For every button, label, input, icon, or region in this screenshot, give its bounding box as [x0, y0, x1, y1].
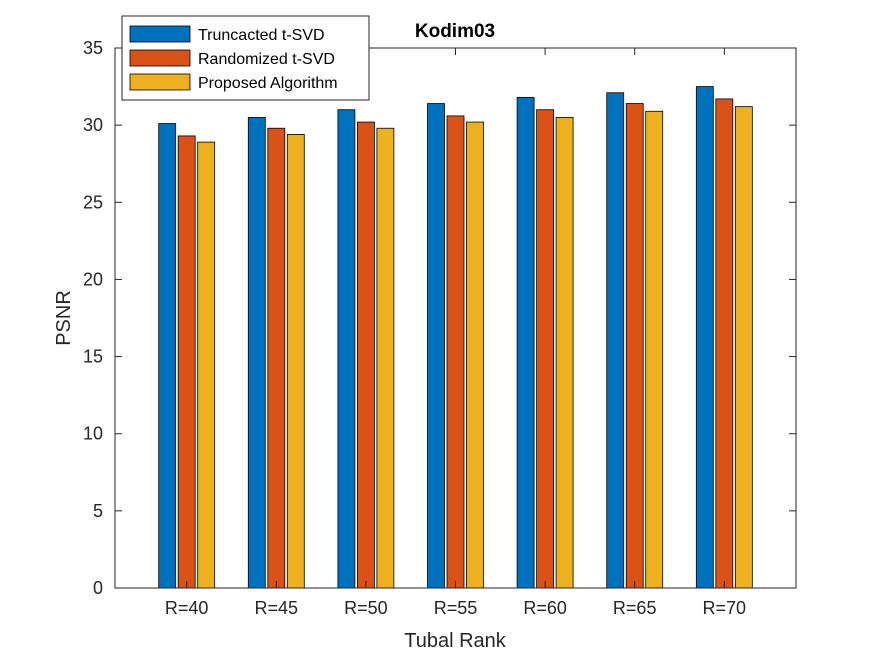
bar-1-7 [695, 86, 714, 589]
legend-swatch [129, 49, 191, 67]
bar-2-1 [177, 135, 196, 589]
y-tick-label: 35 [83, 38, 103, 58]
y-tick-label: 20 [83, 269, 103, 289]
bar-1-2 [247, 117, 266, 589]
y-tick-label: 30 [83, 115, 103, 135]
legend-swatch [129, 25, 191, 43]
legend-label: Randomized t-SVD [198, 51, 335, 68]
bar-3-7 [734, 106, 753, 589]
bar-3-1 [197, 141, 216, 589]
bar-3-4 [466, 121, 484, 589]
x-tick-label: R=65 [613, 598, 657, 618]
legend-swatch [129, 73, 191, 91]
bar-1-6 [606, 92, 625, 589]
y-tick-label: 25 [83, 192, 103, 212]
bar-2-5 [536, 109, 555, 589]
bar-2-7 [715, 98, 734, 589]
bar-1-1 [158, 123, 177, 589]
legend-label: Proposed Algorithm [198, 75, 338, 92]
bar-2-4 [446, 115, 465, 589]
bar-1-5 [516, 96, 535, 589]
bars-group [158, 86, 753, 589]
x-tick-label: R=50 [344, 598, 388, 618]
bar-2-3 [356, 121, 375, 589]
y-tick-label: 10 [83, 424, 103, 444]
bar-1-3 [337, 109, 356, 589]
x-axis-ticks: R=40 R=45 R=50 R=55 R=60 R=65 R=70 [165, 48, 746, 618]
x-tick-label: R=40 [165, 598, 209, 618]
bar-3-2 [286, 133, 305, 589]
y-tick-label: 0 [93, 578, 103, 598]
legend: Truncacted t-SVD Randomized t-SVD Proposed… [121, 15, 370, 101]
bar-3-3 [376, 127, 395, 589]
x-tick-label: R=55 [434, 598, 478, 618]
y-tick-label: 5 [93, 501, 103, 521]
bar-2-6 [625, 103, 644, 589]
chart-title: Kodim03 [415, 21, 495, 42]
legend-label: Truncacted t-SVD [198, 27, 325, 44]
x-tick-label: R=70 [703, 598, 747, 618]
bar-3-5 [555, 117, 574, 589]
y-axis-label: PSNR [53, 290, 75, 346]
y-tick-label: 15 [83, 347, 103, 367]
x-axis-label: Tubal Rank [404, 630, 507, 652]
y-axis-ticks: 0 5 10 15 20 25 30 35 [83, 38, 796, 598]
bar-1-4 [427, 103, 445, 589]
bar-3-6 [645, 110, 664, 589]
bar-2-2 [267, 127, 286, 589]
x-tick-label: R=60 [523, 598, 567, 618]
x-tick-label: R=45 [255, 598, 299, 618]
